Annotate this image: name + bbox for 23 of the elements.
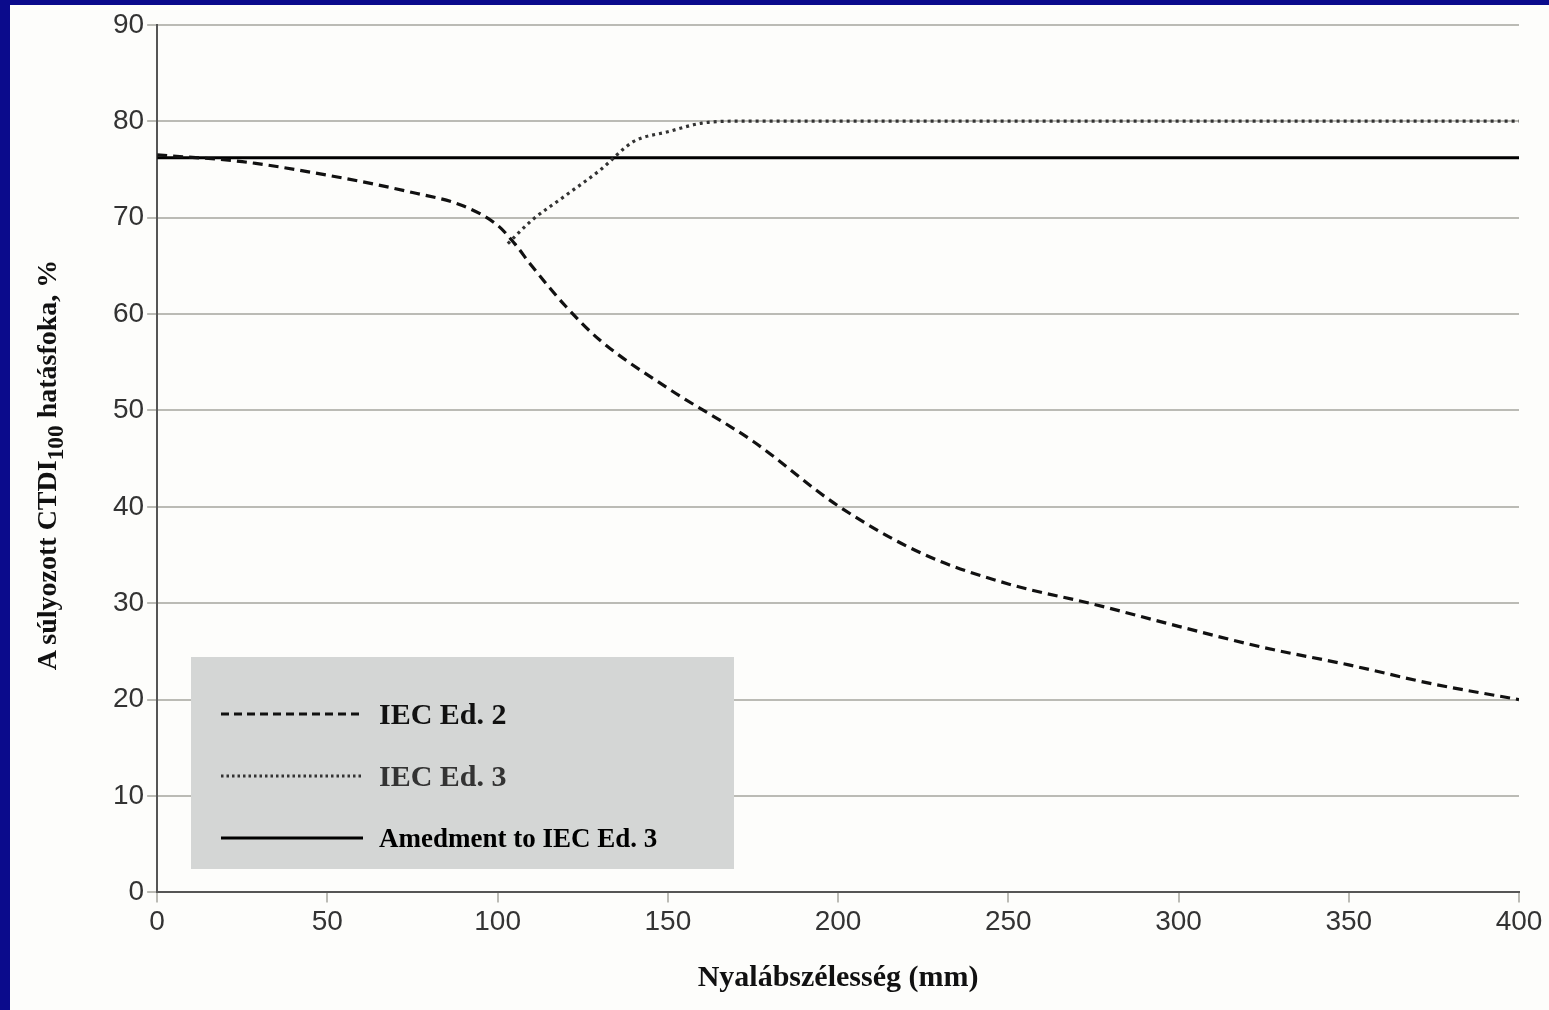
x-tick-label: 250 [984, 904, 1032, 936]
y-tick-label: 50 [112, 393, 145, 425]
y-tick-label: 40 [112, 489, 145, 521]
x-tick-label: 50 [311, 904, 343, 936]
y-tick-label: 80 [112, 103, 145, 135]
x-tick-label: 400 [1495, 904, 1543, 936]
text: Amedment to IEC Ed. 3 [379, 822, 658, 854]
x-tick-label: 100 [474, 904, 521, 936]
y-tick-label: 0 [128, 875, 145, 907]
x-tick-label: 300 [1155, 904, 1202, 936]
x-tick-label: 0 [149, 904, 165, 936]
x-axis-title: Nyalábszélesség (mm) [697, 958, 979, 993]
y-tick-label: 30 [112, 585, 145, 617]
x-tick-label: 150 [644, 904, 692, 936]
y-tick-label: 70 [112, 200, 145, 232]
legend-label: IEC Ed. 2 [379, 697, 507, 731]
y-tick-label: 20 [112, 682, 145, 714]
legend-label: IEC Ed. 3 [379, 759, 507, 793]
x-tick-label: 350 [1325, 904, 1373, 936]
y-tick-label: 60 [112, 296, 145, 328]
y-tick-label: 90 [112, 7, 145, 39]
y-tick-label: 10 [112, 778, 145, 810]
x-tick-label: 200 [814, 904, 862, 936]
